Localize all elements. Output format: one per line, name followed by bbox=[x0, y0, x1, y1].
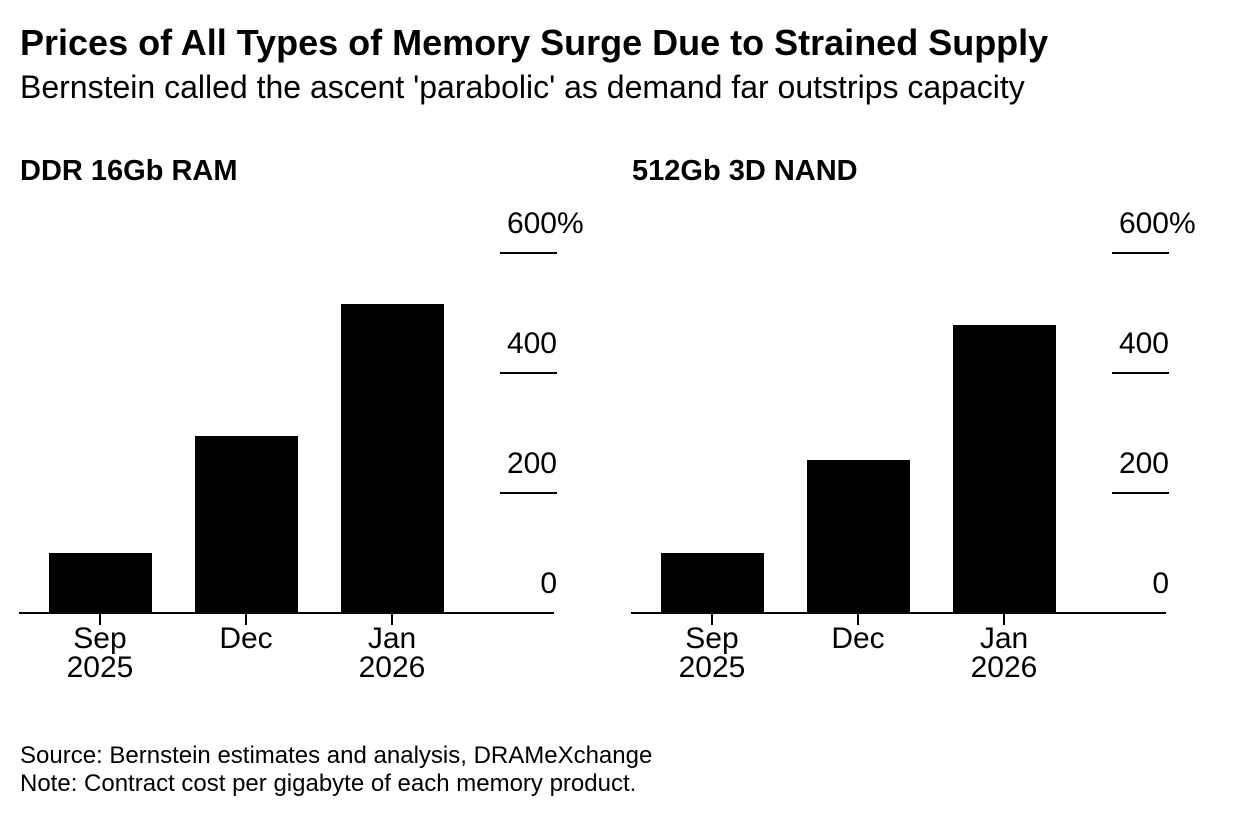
x-axis-tick-dec bbox=[245, 613, 247, 625]
x-axis-tick-jan bbox=[1003, 613, 1005, 625]
chart-title-ddr-ram: DDR 16Gb RAM bbox=[20, 155, 238, 187]
bar-dec bbox=[195, 436, 298, 613]
method-note: Note: Contract cost per gigabyte of each… bbox=[20, 770, 637, 797]
bar-dec bbox=[807, 460, 910, 613]
charts-row: DDR 16Gb RAM 600% 400 200 0 Sep 2025 Dec Jan 202… bbox=[0, 150, 1236, 710]
y-axis-label-200: 200 bbox=[506, 447, 557, 480]
plot-area-ddr-ram: 600% 400 200 0 Sep 2025 Dec Jan 2026 bbox=[0, 190, 618, 710]
x-axis-label-line: 2026 bbox=[358, 651, 426, 684]
plot-area-3d-nand: 600% 400 200 0 Sep 2025 Dec Jan 2026 bbox=[612, 190, 1230, 710]
y-axis-tick-600 bbox=[1112, 252, 1169, 254]
percent-sign: % bbox=[557, 207, 584, 240]
chart-512gb-3d-nand: 512Gb 3D NAND 600% 400 200 0 Sep 2025 Dec Jan 20… bbox=[618, 150, 1236, 710]
bar-sep-2025 bbox=[49, 553, 152, 613]
x-axis-label-line: 2025 bbox=[678, 651, 746, 684]
x-axis-line bbox=[19, 612, 554, 614]
x-axis-label-sep: Sep 2025 bbox=[30, 622, 170, 684]
source-note: Source: Bernstein estimates and analysis… bbox=[20, 742, 653, 769]
x-axis-tick-sep bbox=[99, 613, 101, 625]
x-axis-label-line: Jan bbox=[979, 622, 1029, 655]
x-axis-label-dec: Dec bbox=[176, 622, 316, 655]
x-axis-line bbox=[631, 612, 1166, 614]
y-axis-tick-600 bbox=[500, 252, 557, 254]
percent-sign: % bbox=[1169, 207, 1196, 240]
y-axis-tick-400 bbox=[500, 372, 557, 374]
x-axis-tick-dec bbox=[857, 613, 859, 625]
x-axis-tick-sep bbox=[711, 613, 713, 625]
y-axis-label-400: 400 bbox=[506, 327, 557, 360]
page-title: Prices of All Types of Memory Surge Due … bbox=[20, 22, 1049, 63]
x-axis-label-sep: Sep 2025 bbox=[642, 622, 782, 684]
y-axis-label-600: 600% bbox=[506, 207, 584, 240]
y-axis-label-400: 400 bbox=[1118, 327, 1169, 360]
x-axis-label-dec: Dec bbox=[788, 622, 928, 655]
chart-ddr-16gb-ram: DDR 16Gb RAM 600% 400 200 0 Sep 2025 Dec Jan 202… bbox=[0, 150, 618, 710]
footer: Source: Bernstein estimates and analysis… bbox=[20, 742, 652, 798]
y-axis-label-0: 0 bbox=[1152, 567, 1169, 600]
y-axis-tick-400 bbox=[1112, 372, 1169, 374]
x-axis-label-line: Dec bbox=[219, 622, 273, 655]
x-axis-label-line: Jan bbox=[367, 622, 417, 655]
x-axis-label-line: 2026 bbox=[970, 651, 1038, 684]
x-axis-tick-jan bbox=[391, 613, 393, 625]
y-axis-label-600: 600% bbox=[1118, 207, 1196, 240]
x-axis-label-line: 2025 bbox=[66, 651, 134, 684]
x-axis-label-line: Sep bbox=[685, 622, 739, 655]
bar-sep-2025 bbox=[661, 553, 764, 613]
x-axis-label-line: Dec bbox=[831, 622, 885, 655]
y-axis-label-200: 200 bbox=[1118, 447, 1169, 480]
x-axis-label-jan: Jan 2026 bbox=[934, 622, 1074, 684]
x-axis-label-line: Sep bbox=[73, 622, 127, 655]
x-axis-label-jan: Jan 2026 bbox=[322, 622, 462, 684]
chart-title-3d-nand: 512Gb 3D NAND bbox=[632, 155, 858, 187]
bar-jan-2026 bbox=[341, 304, 444, 613]
y-axis-tick-200 bbox=[500, 492, 557, 494]
bar-jan-2026 bbox=[953, 325, 1056, 613]
y-axis-tick-200 bbox=[1112, 492, 1169, 494]
y-axis-label-0: 0 bbox=[540, 567, 557, 600]
page-subtitle: Bernstein called the ascent 'parabolic' … bbox=[20, 69, 1025, 105]
